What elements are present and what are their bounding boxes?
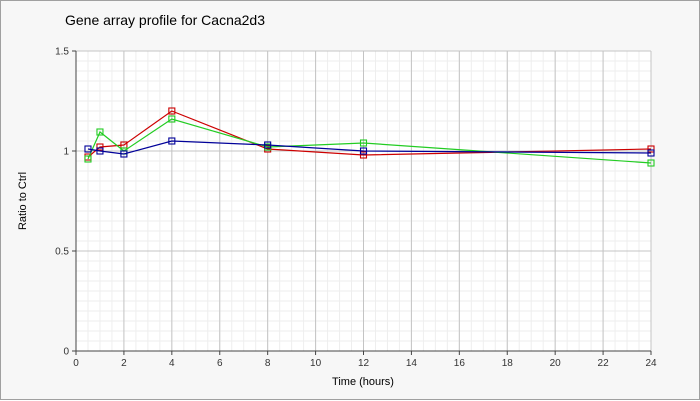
- data-point-marker: [359, 139, 368, 147]
- x-tick-label: 14: [406, 358, 418, 369]
- x-axis-label: Time (hours): [332, 376, 394, 388]
- x-tick-label: 10: [310, 358, 322, 369]
- data-point-marker: [120, 150, 128, 158]
- data-point-marker: [84, 155, 92, 163]
- y-tick-label: 0: [63, 347, 69, 358]
- data-point-marker: [168, 137, 176, 145]
- data-point-marker: [359, 147, 368, 155]
- x-tick-label: 8: [265, 358, 271, 369]
- x-tick-label: 6: [217, 358, 223, 369]
- data-point-marker: [647, 149, 655, 157]
- data-point-marker: [168, 115, 176, 123]
- chart-title: Gene array profile for Cacna2d3: [65, 12, 265, 28]
- series-line-2: [87, 118, 652, 164]
- data-point-marker: [647, 145, 655, 153]
- x-tick-label: 18: [502, 358, 514, 369]
- series-line-3: [87, 140, 652, 155]
- y-tick-label: 1: [63, 147, 69, 158]
- x-tick-label: 2: [121, 358, 127, 369]
- y-axis-label: Ratio to Ctrl: [17, 172, 29, 230]
- data-point-marker: [359, 151, 368, 159]
- y-tick-label: 0.5: [55, 247, 69, 258]
- data-point-marker: [84, 145, 92, 153]
- data-point-marker: [96, 143, 104, 151]
- data-point-marker: [168, 107, 176, 115]
- x-tick-label: 20: [550, 358, 562, 369]
- x-tick-label: 22: [598, 358, 610, 369]
- x-tick-label: 24: [645, 358, 657, 369]
- data-point-marker: [264, 141, 272, 149]
- x-tick-label: 0: [73, 358, 79, 369]
- series-line-1: [87, 110, 652, 158]
- x-tick-label: 16: [454, 358, 466, 369]
- data-point-marker: [96, 128, 104, 136]
- x-tick-label: 12: [358, 358, 370, 369]
- data-point-marker: [96, 147, 104, 155]
- data-point-marker: [647, 159, 655, 167]
- y-tick-label: 1.5: [55, 47, 69, 58]
- x-tick-label: 4: [169, 358, 175, 369]
- series: [84, 107, 655, 167]
